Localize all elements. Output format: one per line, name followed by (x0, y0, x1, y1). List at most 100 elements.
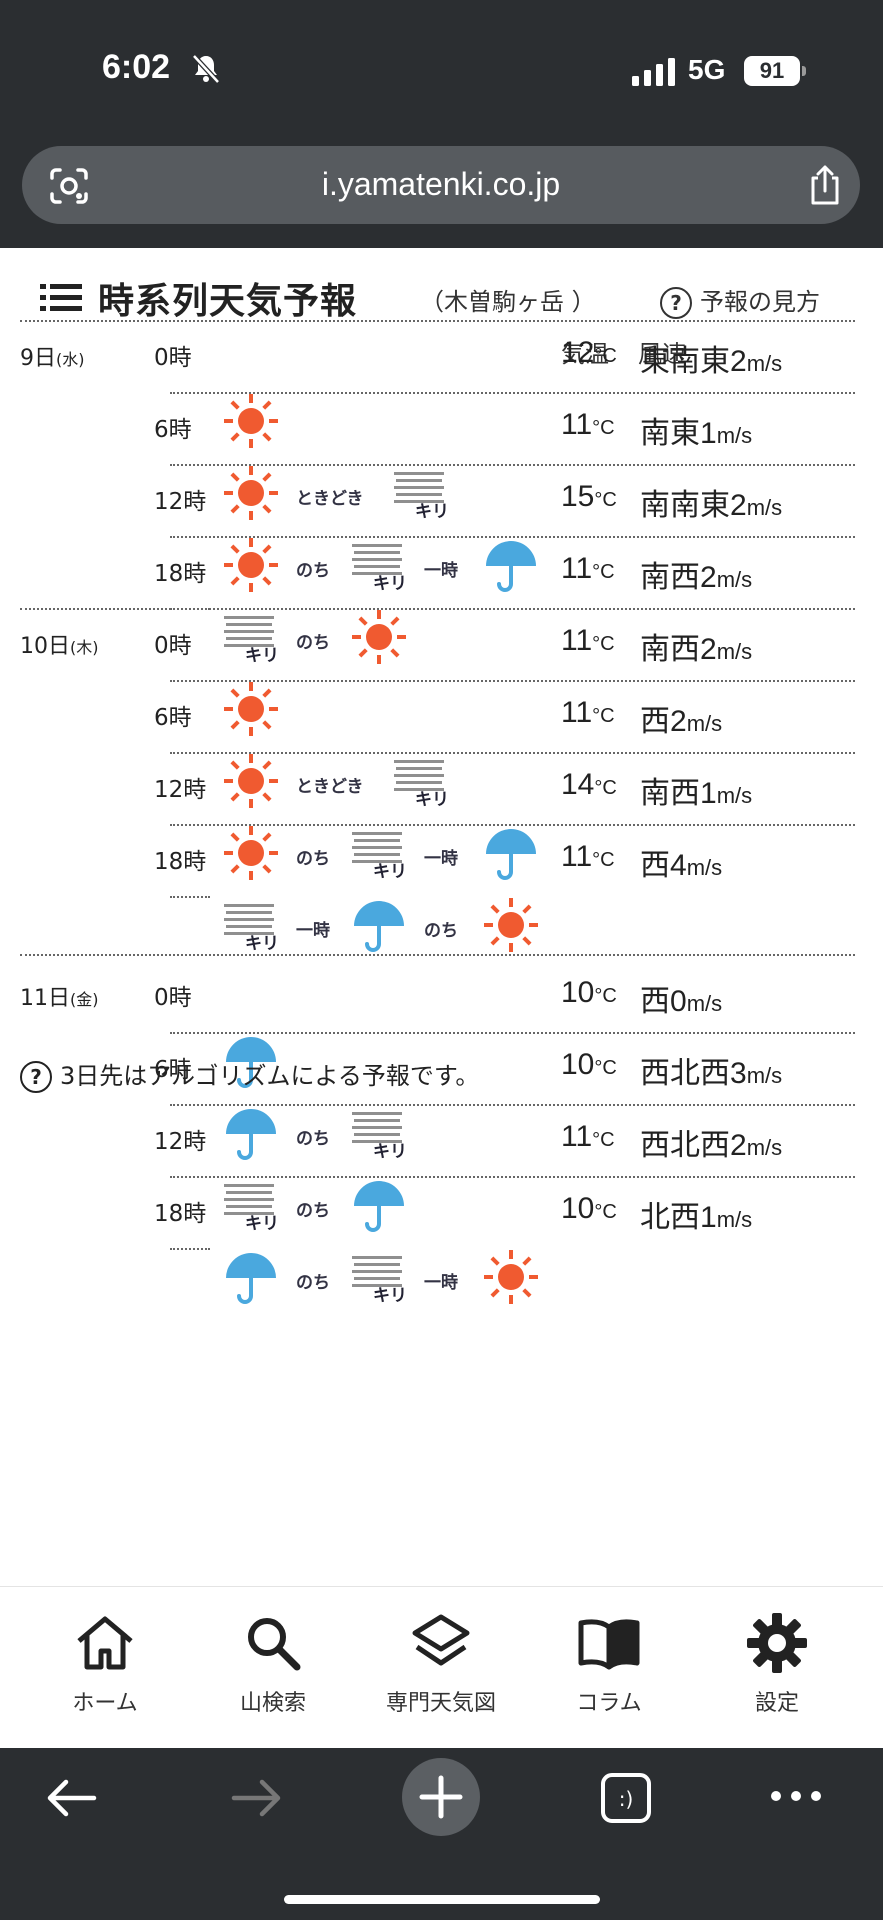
temp-value: 10 (561, 1048, 595, 1081)
temp-value: 11 (561, 840, 593, 873)
temperature: 10°C (561, 1048, 617, 1082)
wind-speed: 2 (700, 561, 717, 594)
svg-text::): :) (619, 1787, 634, 1811)
row-divider (170, 536, 855, 538)
help-link[interactable]: ? 予報の見方 (660, 282, 820, 319)
temp-value: 15 (561, 480, 595, 513)
forecast-content: 時系列天気予報 （木曽駒ヶ岳 ） ? 予報の見方 気温 風速 9日(水) 0時 12°… (0, 248, 883, 1588)
more-icon[interactable] (768, 1788, 824, 1804)
hour-label: 18時 (154, 561, 207, 587)
wind-unit: m/s (716, 567, 753, 592)
search-icon (248, 1618, 301, 1671)
temp-value: 11 (561, 624, 593, 657)
temp-value: 14 (561, 768, 595, 801)
temp-unit: °C (592, 1129, 615, 1151)
tab-charts[interactable]: 専門天気図 (366, 1611, 516, 1717)
umbrella-icon (350, 1176, 408, 1234)
row-divider (170, 1032, 855, 1034)
wind-unit: m/s (716, 1207, 753, 1232)
wind: 南西2m/s (640, 624, 752, 668)
temperature: 11°C (561, 1120, 615, 1154)
fog-icon: キリ (392, 464, 450, 522)
tab-settings-label: 設定 (754, 1691, 799, 1716)
weather-connector: のち (424, 921, 458, 941)
temperature: 10°C (561, 976, 617, 1010)
row-divider (20, 608, 855, 610)
row-divider (170, 680, 855, 682)
tab-column-label: コラム (576, 1691, 642, 1716)
row-divider (170, 464, 855, 466)
wind-speed: 2 (670, 705, 687, 738)
wind-speed: 2 (700, 633, 717, 666)
book-icon (578, 1619, 640, 1670)
fog-icon: キリ (222, 896, 280, 954)
temperature: 15°C (561, 480, 617, 514)
sun-icon (482, 1248, 540, 1306)
temperature: 11°C (561, 840, 615, 874)
umbrella-icon (482, 536, 540, 594)
wind-unit: m/s (746, 1135, 783, 1160)
share-icon[interactable] (808, 164, 842, 206)
wind-speed: 1 (700, 417, 717, 450)
hour-label: 12時 (154, 489, 207, 515)
temp-unit: °C (594, 1201, 617, 1223)
row-divider (170, 1248, 210, 1250)
sun-icon (222, 680, 280, 738)
fog-icon: キリ (350, 824, 408, 882)
temp-unit: °C (594, 345, 617, 367)
address-bar[interactable]: i.yamatenki.co.jp (22, 146, 860, 224)
wind-direction: 西 (640, 984, 670, 1019)
sun-icon (350, 608, 408, 666)
temp-unit: °C (592, 849, 615, 871)
wind-speed: 1 (700, 1201, 717, 1234)
weather-connector: のち (296, 633, 330, 653)
wind-direction: 東南東 (640, 344, 730, 379)
tab-settings[interactable]: 設定 (702, 1611, 852, 1717)
new-tab-button[interactable] (402, 1758, 480, 1836)
sun-icon (482, 896, 540, 954)
wind-direction: 南西 (640, 776, 700, 811)
tab-search[interactable]: 山検索 (198, 1611, 348, 1717)
wind-direction: 西北西 (640, 1128, 730, 1163)
wind-speed: 2 (730, 489, 747, 522)
temperature: 12°C (561, 336, 617, 370)
wind: 西4m/s (640, 840, 722, 884)
tab-charts-label: 専門天気図 (385, 1691, 496, 1716)
hour-label: 18時 (154, 849, 207, 875)
note-text: 3日先はアルゴリズムによる予報です。 (60, 1062, 480, 1090)
hour-label: 12時 (154, 777, 207, 803)
wind: 東南東2m/s (640, 336, 782, 380)
day-label: 10日(木) (20, 628, 99, 660)
wind: 西北西2m/s (640, 1120, 782, 1164)
day-label: 9日(水) (20, 340, 85, 372)
hour-label: 0時 (154, 985, 192, 1011)
wind: 北西1m/s (640, 1192, 752, 1236)
tab-home[interactable]: ホーム (30, 1611, 180, 1717)
hour-label: 6時 (154, 417, 192, 443)
fog-icon: キリ (392, 752, 450, 810)
temperature: 11°C (561, 624, 615, 658)
weather-connector: のち (296, 561, 330, 581)
battery-level: 91 (744, 56, 800, 86)
back-icon[interactable] (44, 1778, 98, 1818)
wind: 西2m/s (640, 696, 722, 740)
wind-unit: m/s (746, 351, 783, 376)
temp-unit: °C (592, 561, 615, 583)
umbrella-icon (482, 824, 540, 882)
temp-value: 12 (561, 336, 595, 369)
wind-unit: m/s (716, 783, 753, 808)
svg-text:キリ: キリ (415, 502, 449, 522)
svg-text:キリ: キリ (373, 1142, 407, 1162)
umbrella-icon (222, 1032, 280, 1090)
temp-value: 10 (561, 976, 595, 1009)
home-icon (77, 1616, 133, 1670)
lens-icon[interactable] (48, 166, 90, 206)
tabs-icon[interactable]: :) (600, 1772, 652, 1824)
temperature: 14°C (561, 768, 617, 802)
wind-direction: 北西 (640, 1200, 700, 1235)
tab-column[interactable]: コラム (534, 1611, 684, 1717)
temp-unit: °C (594, 777, 617, 799)
day-date: 11日 (20, 986, 70, 1011)
temp-unit: °C (592, 633, 615, 655)
forward-icon[interactable] (230, 1778, 284, 1818)
